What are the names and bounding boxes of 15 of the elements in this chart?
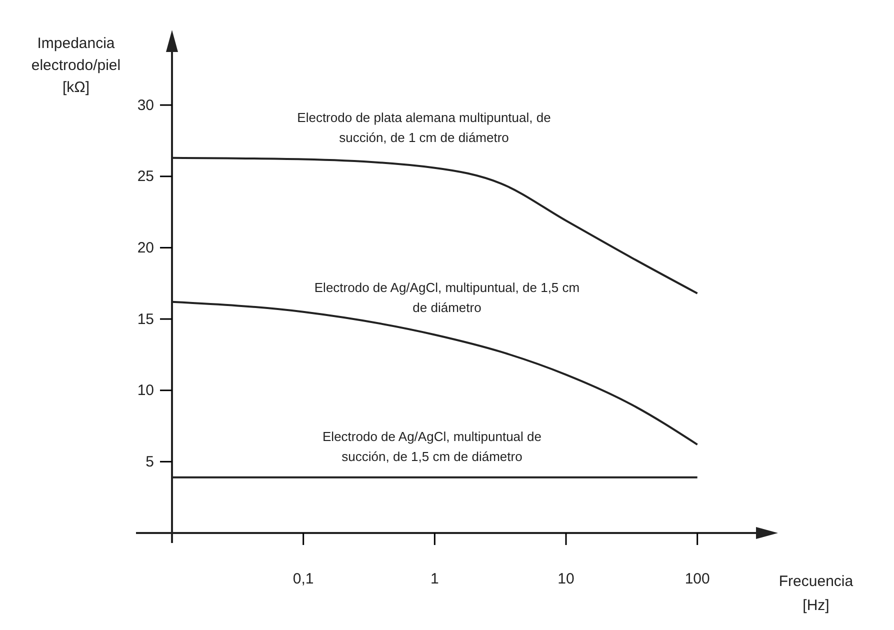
annotation: Electrodo de Ag/AgCl, multipuntual, de 1,5 cm de diámetro bbox=[314, 280, 580, 315]
x-tick-label: 10 bbox=[558, 570, 574, 588]
y-tick-label: 20 bbox=[137, 240, 154, 257]
y-tick-label: 10 bbox=[137, 382, 154, 400]
x-tick-label: 1 bbox=[430, 570, 439, 588]
x-tick-label: 100 bbox=[684, 570, 710, 588]
x-axis-title: Frecuencia [Hz] bbox=[778, 573, 854, 614]
annotation: Electrodo de plata alemana multipuntual, de succión, de 1 cm de diámetro bbox=[297, 110, 551, 145]
y-tick-label: 15 bbox=[137, 310, 154, 328]
annotation: Electrodo de Ag/AgCl, multipuntual de succión, de 1,5 cm de diámetro bbox=[322, 429, 542, 464]
y-tick-label: 25 bbox=[137, 168, 154, 186]
y-tick-label: 30 bbox=[137, 96, 154, 114]
y-tick-label: 5 bbox=[146, 453, 154, 470]
y-axis-title: Impedancia electrodo/piel [kΩ] bbox=[31, 35, 121, 96]
x-tick-label: 0,1 bbox=[292, 570, 314, 588]
